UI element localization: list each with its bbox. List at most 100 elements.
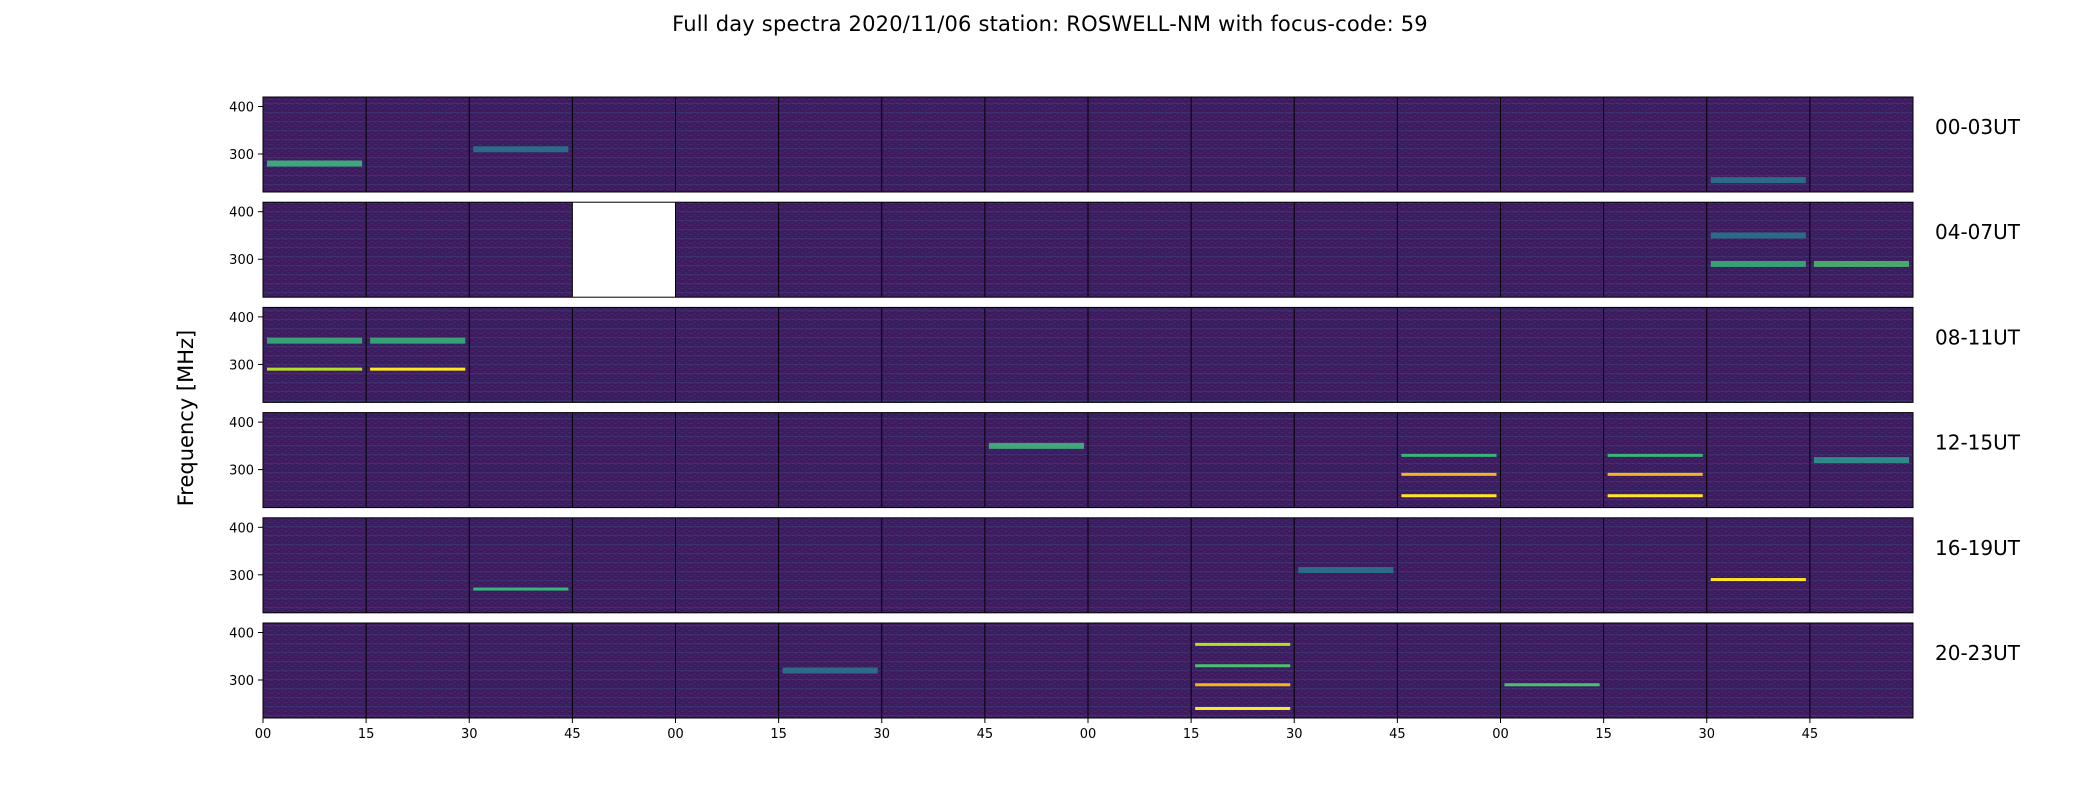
row-12-15UT: 400 300 12-15UT — [229, 412, 2021, 509]
spectrum-panel — [1088, 412, 1192, 508]
spectrum-panel — [778, 307, 882, 403]
spectrum-panel — [1603, 202, 1707, 298]
row-frame — [262, 412, 1914, 509]
row-16-19UT: 400 300 16-19UT — [229, 517, 2021, 614]
spectral-feature — [1813, 260, 1909, 267]
spectrum-panel — [1706, 307, 1810, 403]
spectral-feature — [1710, 578, 1806, 582]
spectral-feature — [267, 367, 363, 371]
spectral-feature — [1607, 453, 1703, 457]
spectral-feature — [267, 160, 363, 167]
x-tick-label: 30 — [873, 727, 890, 742]
spectrum-panel — [881, 307, 985, 403]
spectral-feature — [782, 667, 878, 674]
row-04-07UT: 400 300 04-07UT — [229, 201, 2021, 298]
row-frame — [262, 201, 1914, 298]
spectrum-panel — [881, 623, 985, 718]
panel-missing — [572, 202, 676, 298]
x-tick-label: 30 — [461, 727, 478, 742]
x-tick-label: 45 — [977, 727, 994, 742]
x-tick-label: 15 — [770, 727, 787, 742]
spectrum-panel — [984, 623, 1088, 718]
spectrum-panel — [1809, 307, 1913, 403]
spectrum-panel — [1706, 97, 1810, 192]
spectrum-panel — [881, 202, 985, 298]
spectrum-panel — [1500, 97, 1604, 192]
spectrum-panel — [675, 517, 779, 613]
spectrum-panel — [469, 307, 573, 403]
spectral-feature — [473, 587, 569, 591]
spectral-feature — [370, 337, 466, 344]
spectrum-panel — [1397, 623, 1501, 718]
spectrum-panel — [1294, 97, 1398, 192]
row-08-11UT: 400 300 08-11UT — [229, 306, 2021, 403]
y-tick-label: 400 — [229, 101, 254, 116]
spectral-feature — [1710, 177, 1806, 184]
spectral-feature — [1710, 260, 1806, 267]
spectrum-panel — [1603, 307, 1707, 403]
spectrum-panel — [881, 97, 985, 192]
x-tick-label: 00 — [1080, 727, 1097, 742]
spectral-feature — [1195, 683, 1291, 687]
spectrum-panel — [1500, 307, 1604, 403]
spectrum-panel — [1603, 97, 1707, 192]
spectrum-panel — [675, 412, 779, 508]
spectral-feature — [1298, 567, 1394, 574]
spectral-feature — [1401, 453, 1497, 457]
spectrum-panel — [469, 517, 573, 613]
spectrum-panel — [263, 412, 367, 508]
rows-layer: 40030000-03UT40030004-07UT40030008-11UT4… — [229, 96, 2021, 719]
x-tick-label: 45 — [1389, 727, 1406, 742]
spectrum-panel — [1294, 202, 1398, 298]
y-tick-label: 300 — [229, 253, 254, 268]
spectrum-panel — [1706, 517, 1810, 613]
spectral-feature — [1195, 642, 1291, 646]
row-00-03UT: 400 300 00-03UT — [229, 96, 2021, 193]
spectrum-panel — [1397, 412, 1501, 508]
x-tick-label: 45 — [1802, 727, 1819, 742]
row-frame — [262, 96, 1914, 193]
spectrum-panel — [1500, 517, 1604, 613]
spectrum-panel — [572, 412, 676, 508]
spectrum-panel — [778, 412, 882, 508]
x-tick-label: 30 — [1698, 727, 1715, 742]
spectral-feature — [1195, 664, 1291, 668]
row-label: 00-03UT — [1935, 115, 2021, 139]
spectrum-panel — [263, 517, 367, 613]
spectral-feature — [1813, 457, 1909, 464]
x-tick-label: 15 — [358, 727, 375, 742]
spectrum-panel — [1294, 307, 1398, 403]
row-20-23UT: 400 300 20-23UT — [229, 622, 2021, 719]
spectrum-panel — [1500, 623, 1604, 718]
spectral-feature — [1607, 472, 1703, 476]
row-label: 04-07UT — [1935, 220, 2021, 244]
spectrum-panel — [1706, 623, 1810, 718]
spectral-feature — [267, 337, 363, 344]
x-tick-label: 15 — [1183, 727, 1200, 742]
spectrum-panel — [469, 412, 573, 508]
spectrum-panel — [1191, 623, 1295, 718]
x-axis: 00 15 30 45 00 15 30 45 00 15 30 45 00 15 30 45 — [255, 718, 1818, 742]
spectrum-panel — [366, 412, 470, 508]
spectrum-panel — [1397, 517, 1501, 613]
spectrum-panel — [881, 412, 985, 508]
spectrum-panel — [572, 623, 676, 718]
spectral-feature — [1401, 494, 1497, 498]
spectrum-panel — [469, 97, 573, 192]
spectrum-panel — [1706, 202, 1810, 298]
y-tick-label: 400 — [229, 521, 254, 536]
spectrum-panel — [1809, 623, 1913, 718]
y-tick-label: 300 — [229, 674, 254, 689]
row-label: 16-19UT — [1935, 536, 2021, 560]
spectrum-panel — [984, 97, 1088, 192]
y-tick-label: 300 — [229, 358, 254, 373]
spectrum-panel — [675, 202, 779, 298]
spectrum-panel — [1809, 202, 1913, 298]
y-tick-label: 400 — [229, 206, 254, 221]
spectrum-panel — [263, 202, 367, 298]
spectrum-panel — [1397, 307, 1501, 403]
y-tick-label: 400 — [229, 627, 254, 642]
spectrum-panel — [1294, 623, 1398, 718]
x-tick-label: 30 — [1286, 727, 1303, 742]
